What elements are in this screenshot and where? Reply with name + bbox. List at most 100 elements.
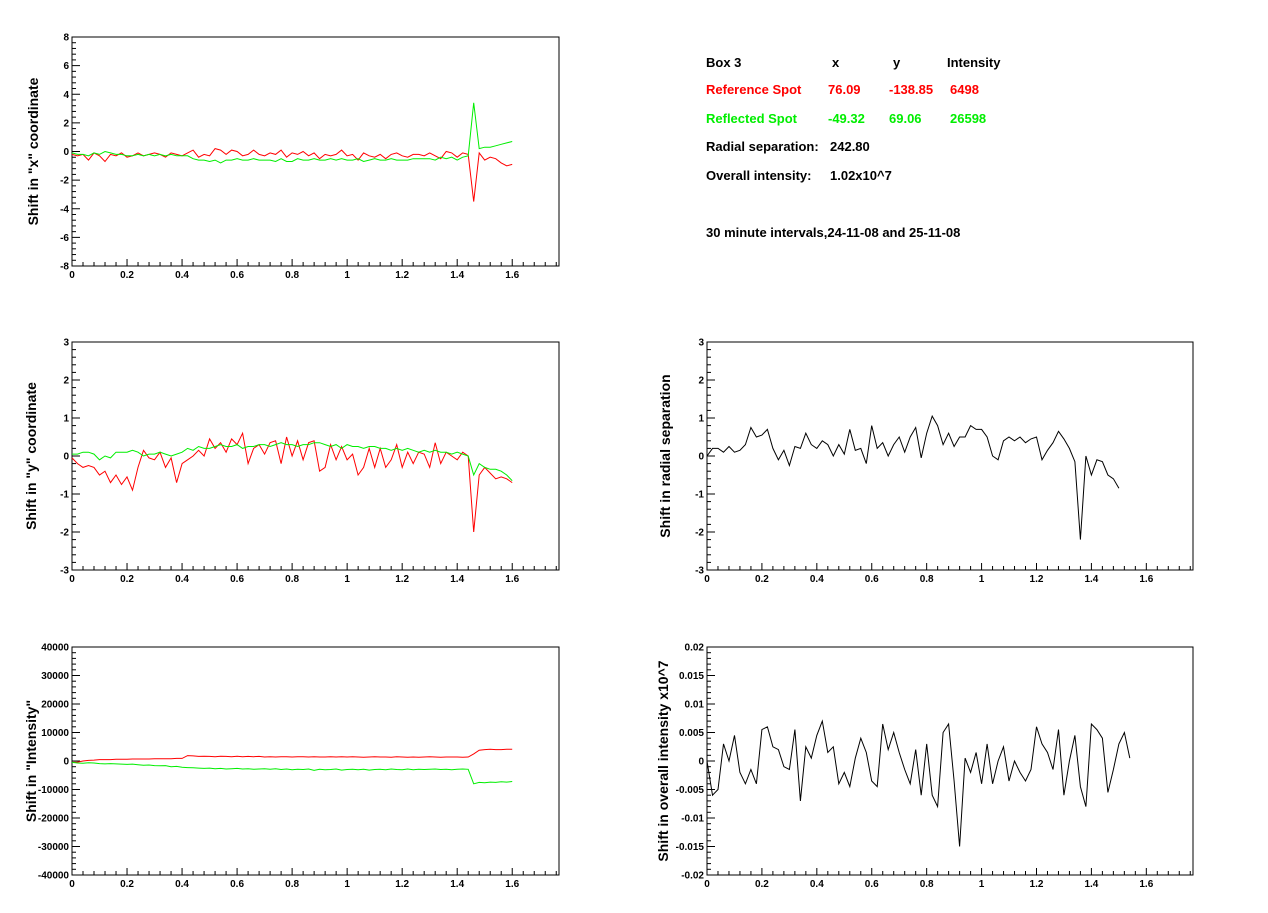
y-axis-title: Shift in overall intensity x10^7 xyxy=(655,660,671,861)
plot-radial-shift: 0 0.2 0.4 0.6 0.8 1 1.2 1.4 1.6 -3 -2 -1 0 1 2 3 Shift i… xyxy=(657,338,1194,585)
y-tick-label: -8 xyxy=(60,262,69,273)
x-tick-label: 0.4 xyxy=(175,270,189,281)
series-line-single xyxy=(706,414,1120,540)
x-tick-label: 1.6 xyxy=(505,879,519,890)
x-tick-label: 0.4 xyxy=(810,574,824,585)
x-tick-label: 0.2 xyxy=(120,270,134,281)
x-tick-label: 1.2 xyxy=(395,879,409,890)
reflected-spot-intensity: 26598 xyxy=(950,111,987,126)
x-tick-label: 0.4 xyxy=(175,574,189,585)
overall-intensity-label: Overall intensity: xyxy=(706,168,812,183)
x-tick-label: 1.4 xyxy=(1084,879,1098,890)
series-line-reflected xyxy=(71,102,513,164)
plot-frame xyxy=(71,646,560,876)
plot-frame xyxy=(706,646,1194,876)
x-tick-label: 0 xyxy=(704,879,710,890)
x-tick-label: 0.2 xyxy=(120,879,134,890)
x-tick-label: 0.8 xyxy=(285,574,299,585)
y-tick-label: -30000 xyxy=(38,842,70,853)
reflected-spot-label: Reflected Spot xyxy=(706,111,798,126)
box-label: Box 3 xyxy=(706,55,742,70)
x-tick-label: 0.2 xyxy=(755,574,769,585)
x-tick-label: 0.6 xyxy=(230,574,244,585)
y-tick-label: -4 xyxy=(60,204,69,215)
y-tick-label: -0.015 xyxy=(676,842,705,853)
y-tick-label: 2 xyxy=(63,118,69,129)
reference-spot-label: Reference Spot xyxy=(706,82,802,97)
x-tick-label: 0.8 xyxy=(920,574,934,585)
y-tick-label: -0.01 xyxy=(681,814,704,825)
y-tick-label: -0.02 xyxy=(681,871,704,882)
x-tick-label: 0 xyxy=(69,879,75,890)
x-tick-label: 0.6 xyxy=(865,574,879,585)
y-tick-label: 3 xyxy=(698,338,704,349)
reference-spot-x: 76.09 xyxy=(828,82,861,97)
series-line-reflected xyxy=(72,442,513,482)
y-tick-label: -20000 xyxy=(38,814,70,825)
x-tick-label: 1.4 xyxy=(1084,574,1098,585)
reference-spot-intensity: 6498 xyxy=(950,82,979,97)
y-tick-label: 0.015 xyxy=(679,671,704,682)
x-tick-label: 1.2 xyxy=(1030,574,1044,585)
y-tick-label: 20000 xyxy=(41,700,69,711)
reflected-spot-x: -49.32 xyxy=(828,111,865,126)
y-tick-label: 2 xyxy=(698,376,704,387)
radial-separation-value: 242.80 xyxy=(830,139,870,154)
x-tick-label: 1.6 xyxy=(1139,879,1153,890)
y-tick-label: -10000 xyxy=(38,785,70,796)
y-tick-label: 0 xyxy=(698,452,704,463)
x-tick-label: 0.2 xyxy=(120,574,134,585)
y-tick-label: 0 xyxy=(63,147,69,158)
x-tick-label: 1 xyxy=(344,879,350,890)
y-tick-label: -3 xyxy=(60,566,69,577)
y-axis-title: Shift in "y" coordinate xyxy=(23,382,39,530)
plot-frame xyxy=(71,36,560,267)
x-tick-label: 0.8 xyxy=(285,270,299,281)
reflected-spot-y: 69.06 xyxy=(889,111,922,126)
x-tick-label: 1.4 xyxy=(450,574,464,585)
plot-intensity-shift: 0 0.2 0.4 0.6 0.8 1 1.2 1.4 1.6 -40000 -30000 -2000… xyxy=(23,643,560,890)
y-tick-label: 0 xyxy=(698,757,704,768)
y-tick-label: 0.005 xyxy=(679,728,704,739)
header-x: x xyxy=(832,55,840,70)
y-tick-label: -3 xyxy=(695,566,704,577)
radial-separation-label: Radial separation: xyxy=(706,139,819,154)
x-tick-label: 1 xyxy=(344,270,350,281)
x-tick-label: 1.4 xyxy=(450,270,464,281)
plot-x-shift: 0 0.2 0.4 0.6 0.8 1 1.2 1.4 1.6 -8 -6 -4 -2 0 2 4 6 8 Shif… xyxy=(25,33,560,281)
series-line-reflected xyxy=(71,761,513,785)
series-line-reference xyxy=(71,148,513,202)
plot-frame xyxy=(71,341,560,571)
x-tick-label: 1.6 xyxy=(505,574,519,585)
y-tick-label: -2 xyxy=(60,528,69,539)
y-tick-label: -2 xyxy=(695,528,704,539)
plot-frame xyxy=(706,341,1194,571)
x-tick-label: 0.8 xyxy=(285,879,299,890)
plot-y-shift: 0 0.2 0.4 0.6 0.8 1 1.2 1.4 1.6 -3 -2 -1 0 1 2 3 Shift i… xyxy=(23,338,560,585)
interval-note: 30 minute intervals,24-11-08 and 25-11-0… xyxy=(706,225,961,240)
y-axis-title: Shift in "Intensity" xyxy=(23,700,39,822)
x-tick-label: 1 xyxy=(344,574,350,585)
y-tick-label: 0 xyxy=(63,452,69,463)
x-tick-label: 1 xyxy=(979,879,985,890)
x-tick-label: 1.4 xyxy=(450,879,464,890)
series-line-reference xyxy=(71,431,513,533)
y-tick-label: -2 xyxy=(60,176,69,187)
y-axis-title: Shift in "x" coordinate xyxy=(25,77,41,225)
y-tick-label: 40000 xyxy=(41,643,69,654)
y-tick-label: 3 xyxy=(63,338,69,349)
y-tick-label: -1 xyxy=(60,490,69,501)
x-tick-label: 0 xyxy=(69,574,75,585)
y-tick-label: -40000 xyxy=(38,871,70,882)
series-line-reference xyxy=(71,748,513,763)
x-tick-label: 0.6 xyxy=(230,879,244,890)
y-tick-label: 8 xyxy=(63,33,69,44)
x-tick-label: 1.6 xyxy=(1139,574,1153,585)
plot-overall-shift: 0 0.2 0.4 0.6 0.8 1 1.2 1.4 1.6 -0.02 -0.015 -0.01 -… xyxy=(655,643,1194,890)
header-intensity: Intensity xyxy=(947,55,1001,70)
y-tick-label: 30000 xyxy=(41,671,69,682)
x-tick-label: 0.4 xyxy=(810,879,824,890)
y-tick-label: -6 xyxy=(60,233,69,244)
y-tick-label: 0.01 xyxy=(685,700,705,711)
